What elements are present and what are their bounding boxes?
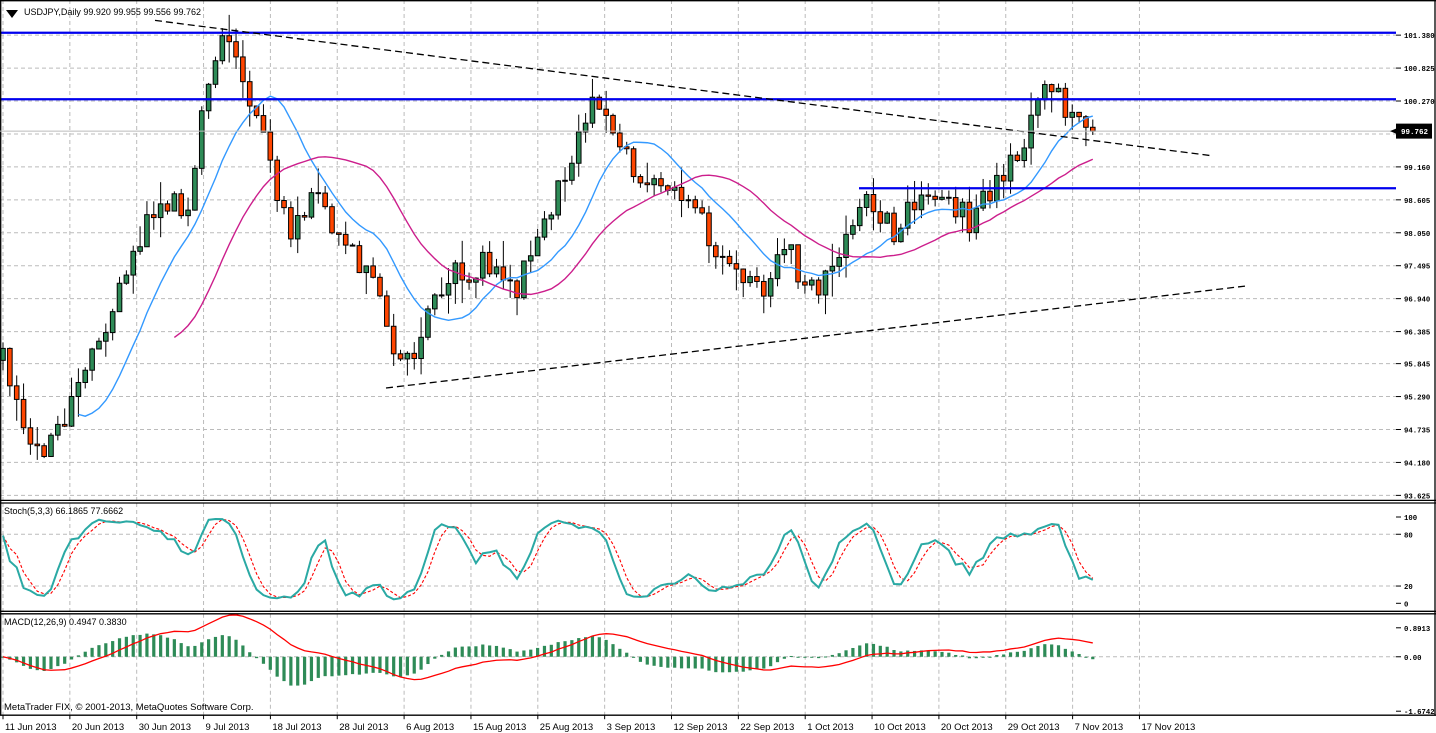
svg-text:11 Jun 2013: 11 Jun 2013 (5, 722, 57, 733)
svg-text:95.290: 95.290 (1404, 395, 1430, 403)
svg-text:22 Sep 2013: 22 Sep 2013 (740, 722, 794, 733)
svg-text:-1.6742: -1.6742 (1404, 709, 1435, 717)
svg-text:17 Nov 2013: 17 Nov 2013 (1141, 722, 1195, 733)
svg-text:6 Aug 2013: 6 Aug 2013 (406, 722, 454, 733)
svg-text:25 Aug 2013: 25 Aug 2013 (540, 722, 593, 733)
svg-text:100: 100 (1404, 515, 1417, 523)
svg-text:101.380: 101.380 (1404, 33, 1435, 41)
svg-text:0.00: 0.00 (1404, 655, 1422, 663)
svg-text:0: 0 (1404, 601, 1408, 609)
svg-text:18 Jul 2013: 18 Jul 2013 (272, 722, 321, 733)
svg-text:96.385: 96.385 (1404, 330, 1430, 338)
svg-text:28 Jul 2013: 28 Jul 2013 (339, 722, 388, 733)
svg-text:12 Sep 2013: 12 Sep 2013 (674, 722, 728, 733)
svg-text:99.762: 99.762 (1401, 129, 1429, 137)
svg-text:94.180: 94.180 (1404, 460, 1430, 468)
svg-text:99.160: 99.160 (1404, 165, 1430, 173)
svg-text:30 Jun 2013: 30 Jun 2013 (139, 722, 191, 733)
svg-text:100.270: 100.270 (1404, 99, 1435, 107)
svg-text:USDJPY,Daily 99.920 99.955 99: USDJPY,Daily 99.920 99.955 99.556 99.762 (24, 7, 201, 17)
svg-text:MACD(12,26,9) 0.4947 0.3830: MACD(12,26,9) 0.4947 0.3830 (4, 617, 127, 627)
svg-text:20 Oct 2013: 20 Oct 2013 (941, 722, 993, 733)
svg-text:15 Aug 2013: 15 Aug 2013 (473, 722, 526, 733)
svg-text:20: 20 (1404, 584, 1413, 592)
svg-text:7 Nov 2013: 7 Nov 2013 (1075, 722, 1124, 733)
svg-text:Stoch(5,3,3) 66.1865 77.6662: Stoch(5,3,3) 66.1865 77.6662 (4, 506, 123, 516)
svg-text:93.625: 93.625 (1404, 493, 1430, 501)
svg-text:9 Jul 2013: 9 Jul 2013 (206, 722, 250, 733)
svg-text:94.735: 94.735 (1404, 427, 1430, 435)
svg-text:3 Sep 2013: 3 Sep 2013 (607, 722, 656, 733)
svg-text:0.8913: 0.8913 (1404, 626, 1431, 634)
svg-text:100.825: 100.825 (1404, 66, 1435, 74)
svg-text:98.605: 98.605 (1404, 198, 1430, 206)
svg-text:80: 80 (1404, 532, 1413, 540)
svg-text:20 Jun 2013: 20 Jun 2013 (72, 722, 124, 733)
svg-text:96.940: 96.940 (1404, 297, 1430, 305)
svg-text:98.050: 98.050 (1404, 231, 1430, 239)
svg-text:10 Oct 2013: 10 Oct 2013 (874, 722, 926, 733)
svg-text:29 Oct 2013: 29 Oct 2013 (1008, 722, 1060, 733)
svg-text:97.495: 97.495 (1404, 264, 1430, 272)
svg-text:MetaTrader FIX, © 2001-2013, M: MetaTrader FIX, © 2001-2013, MetaQuotes … (4, 702, 254, 713)
svg-text:1 Oct 2013: 1 Oct 2013 (807, 722, 853, 733)
svg-text:95.845: 95.845 (1404, 362, 1430, 370)
